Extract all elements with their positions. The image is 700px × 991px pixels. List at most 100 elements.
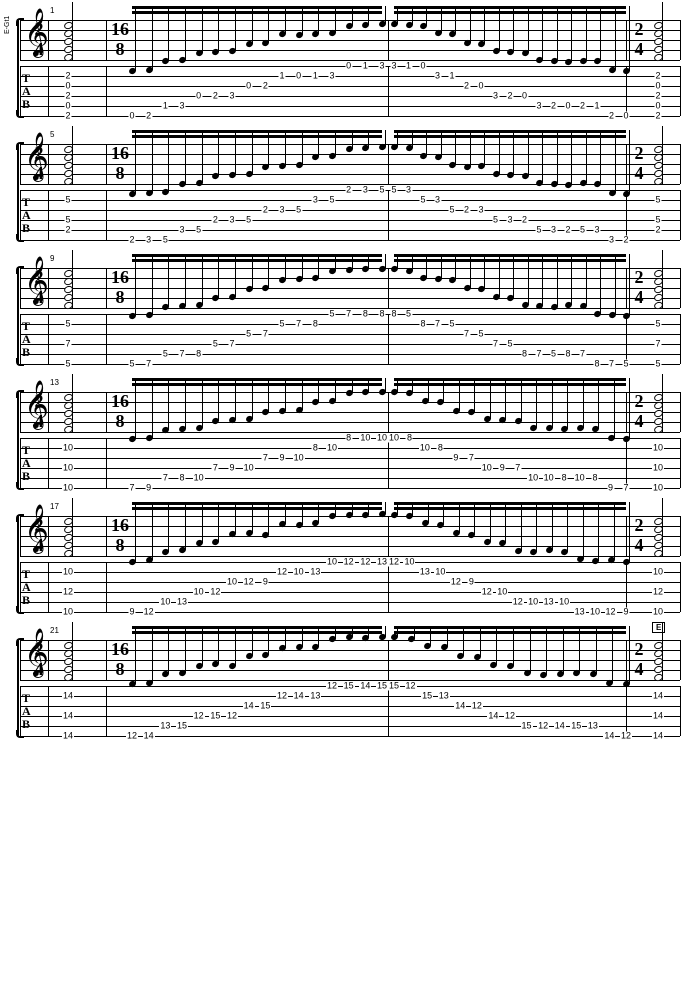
stem — [567, 378, 568, 429]
fret-number: 10 — [558, 598, 570, 607]
barline — [626, 686, 627, 736]
fret-number: 13 — [438, 692, 450, 701]
beam — [132, 383, 382, 386]
stem — [474, 378, 475, 412]
fret-number: 12 — [450, 578, 462, 587]
stem — [302, 6, 303, 35]
chord-right — [654, 640, 666, 680]
barline — [680, 144, 681, 184]
stem — [397, 254, 398, 269]
chord-left — [64, 268, 76, 308]
chord-left-fret: 5 — [64, 360, 71, 369]
chord-left-fret: 10 — [62, 464, 74, 473]
barline — [680, 66, 681, 116]
system-6: 21𝄞2416824ETAB14141414141412141315121512… — [20, 640, 680, 736]
stem — [563, 626, 564, 674]
fret-number: 5 — [506, 340, 513, 349]
stem — [202, 626, 203, 666]
fret-number: 12 — [193, 712, 205, 721]
stem — [600, 6, 601, 61]
fret-number: 12 — [504, 712, 516, 721]
stem — [152, 130, 153, 193]
stem — [218, 6, 219, 52]
system-2: 5𝄞2416824TAB5525522353523523535235535352… — [20, 144, 680, 240]
stem — [135, 378, 136, 439]
tab-label: TAB — [22, 196, 31, 235]
fret-number: 9 — [468, 578, 475, 587]
fret-number: 12 — [359, 558, 371, 567]
fret-number: 7 — [228, 340, 235, 349]
stem — [218, 502, 219, 542]
stem — [629, 378, 630, 439]
stem — [318, 378, 319, 402]
fret-number: 7 — [514, 464, 521, 473]
fret-number: 0 — [245, 82, 252, 91]
stem — [428, 378, 429, 401]
chord-right — [654, 144, 666, 184]
fret-number: 2 — [579, 102, 586, 111]
fret-number: 3 — [312, 196, 319, 205]
barline — [48, 268, 49, 308]
fret-number: 14 — [603, 732, 615, 741]
fret-number: 12 — [276, 568, 288, 577]
fret-number: 7 — [579, 350, 586, 359]
chord-right-fret: 14 — [652, 712, 664, 721]
stem — [521, 502, 522, 551]
fret-number: 3 — [362, 186, 369, 195]
tab-label: TAB — [22, 444, 31, 483]
stem — [385, 130, 386, 147]
stem — [285, 254, 286, 280]
fret-number: 10 — [434, 568, 446, 577]
stem — [252, 254, 253, 289]
chord-right-fret: 5 — [654, 320, 661, 329]
stem — [557, 254, 558, 307]
barline — [626, 20, 627, 60]
stem — [268, 6, 269, 43]
stem — [528, 254, 529, 305]
chord-right-fret: 0 — [654, 102, 661, 111]
stem — [252, 6, 253, 44]
fret-number: 5 — [390, 186, 397, 195]
barline — [388, 438, 389, 488]
stem — [470, 254, 471, 288]
fret-number: 5 — [419, 196, 426, 205]
stem — [185, 626, 186, 673]
stem — [185, 254, 186, 306]
chord-left-fret: 12 — [62, 588, 74, 597]
stem — [412, 254, 413, 271]
stem — [455, 6, 456, 34]
fret-number: 9 — [622, 608, 629, 617]
stem — [484, 130, 485, 166]
fret-number: 12 — [405, 682, 417, 691]
fret-number: 13 — [176, 598, 188, 607]
fret-number: 12 — [326, 682, 338, 691]
barline — [48, 392, 49, 432]
fret-number: 7 — [262, 454, 269, 463]
fret-number: 8 — [564, 350, 571, 359]
fret-number: 8 — [406, 434, 413, 443]
stem — [185, 378, 186, 429]
stem — [202, 254, 203, 305]
chord-left-fret: 14 — [62, 692, 74, 701]
stem — [168, 130, 169, 192]
stem — [484, 6, 485, 44]
chord-right-fret: 10 — [652, 484, 664, 493]
system-3: 9𝄞2416824TAB5755755757857575785788858757… — [20, 268, 680, 364]
notation-staff: E-Gt11𝄞2416824 — [20, 20, 680, 60]
fret-number: 9 — [278, 454, 285, 463]
fret-number: 3 — [178, 102, 185, 111]
barline — [626, 268, 627, 308]
barline — [106, 314, 107, 364]
fret-number: 0 — [128, 112, 135, 121]
fret-number: 0 — [564, 102, 571, 111]
stem — [414, 626, 415, 639]
stem — [135, 6, 136, 71]
stem — [412, 130, 413, 148]
stem — [426, 6, 427, 26]
fret-number: 5 — [195, 226, 202, 235]
notation-staff: 9𝄞2416824 — [20, 268, 680, 308]
barline — [680, 268, 681, 308]
beam — [132, 631, 382, 634]
tab-label: TAB — [22, 320, 31, 359]
barline — [20, 392, 21, 432]
